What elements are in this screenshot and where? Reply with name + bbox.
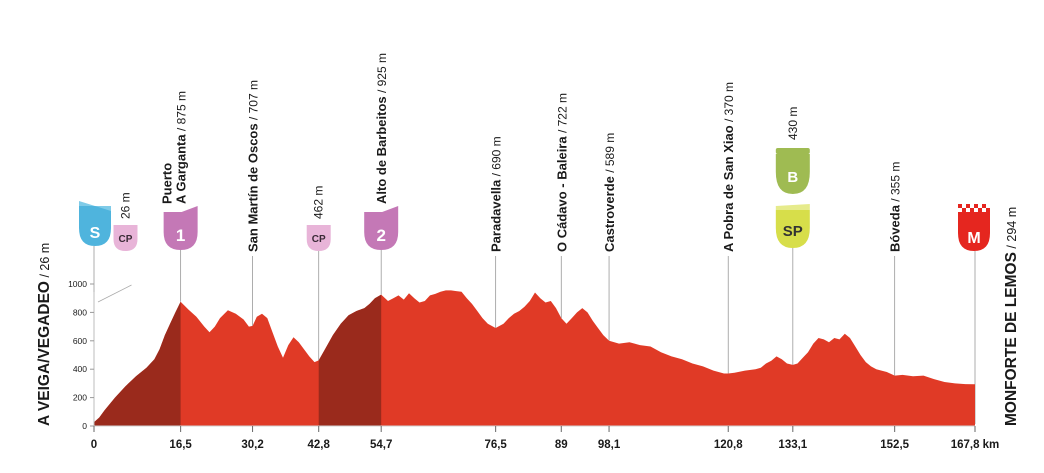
- sprint-badge: [775, 210, 810, 248]
- climb-segment-2: [318, 294, 382, 426]
- x-tick-label: 133,1: [778, 439, 807, 451]
- point-name-line1: Puerto: [160, 163, 175, 204]
- point-altitude: / 707 m: [247, 80, 261, 123]
- x-tick-label: 0: [91, 439, 97, 451]
- cp-badge: [306, 225, 331, 251]
- finish-flag-check: [982, 204, 986, 208]
- point-name: Paradavella: [489, 179, 504, 252]
- y-tick-label: 800: [73, 307, 87, 317]
- cp-badge: [113, 225, 138, 251]
- point-name: Bóveda: [888, 204, 903, 252]
- point-altitude: 430 m: [786, 107, 800, 140]
- cp-badge-label: CP: [119, 234, 133, 245]
- point-name-label: A Garganta / 875 m: [174, 91, 189, 204]
- x-tick-label: 16,5: [169, 439, 192, 451]
- finish-flag-check: [966, 204, 970, 208]
- finish-flag-check: [958, 204, 962, 208]
- point-name-label: Bóveda / 355 m: [888, 162, 903, 252]
- point-altitude: / 370 m: [722, 82, 736, 125]
- finish-flag-check: [962, 208, 966, 212]
- axes: 0 200 400 600 800 1000 0 16,5 30,2 42,8 54,7 76,5 89…: [68, 279, 999, 451]
- point-name: San Martín de Oscos: [246, 123, 261, 252]
- y-tick-label: 600: [73, 336, 87, 346]
- point-name-label: O Cádavo - Baleira / 722 m: [554, 93, 569, 252]
- point-altitude: 462 m: [312, 186, 326, 219]
- point-name: A Pobra de San Xiao: [721, 125, 736, 252]
- point-name-label: A Pobra de San Xiao / 370 m: [721, 82, 736, 252]
- start-badge: [79, 206, 111, 246]
- x-tick-label: 30,2: [241, 439, 263, 451]
- finish-badge: [958, 212, 990, 251]
- y-tick-label: 1000: [68, 279, 87, 289]
- profile-area-fill: [94, 290, 975, 426]
- point-name-label: Alto de Barbeitos / 925 m: [374, 53, 389, 204]
- x-tick-label: 54,7: [370, 439, 392, 451]
- climb-badge: [163, 212, 198, 250]
- x-tick-label: 120,8: [714, 439, 743, 451]
- start-name: A VEIGA/VEGADEO: [36, 281, 53, 426]
- finish-name: MONFORTE DE LEMOS: [1003, 252, 1020, 426]
- finish-flag-check: [986, 208, 990, 212]
- x-tick-label: 152,5: [880, 439, 909, 451]
- bonus-badge-top: [775, 148, 810, 154]
- point-altitude: / 925 m: [375, 53, 389, 96]
- guide-lines: [93, 246, 976, 424]
- point-altitude: / 690 m: [490, 136, 504, 179]
- start-altitude: / 26 m: [38, 243, 52, 281]
- x-tick-label: 98,1: [598, 439, 621, 451]
- climb-segment-1: [94, 301, 181, 426]
- x-tick-label: 89: [555, 439, 568, 451]
- bonus-badge: [775, 154, 810, 194]
- climb-badge: [364, 212, 399, 250]
- sprint-badge-flag: [775, 204, 810, 210]
- climb-badge-flag: [181, 206, 198, 212]
- start-badge-label: S: [90, 225, 101, 242]
- finish-badge-label: M: [967, 230, 980, 247]
- point-name: Castroverde: [602, 176, 617, 252]
- start-flag: [79, 201, 111, 211]
- y-tick-label: 0: [82, 421, 87, 431]
- point-altitude: / 589 m: [603, 133, 617, 176]
- sprint-badge-label: SP: [783, 223, 803, 240]
- y-tick-label: 200: [73, 393, 87, 403]
- point-altitude: 26 m: [119, 192, 133, 219]
- badges: S M CP 1 CP 2 B SP: [79, 148, 990, 251]
- point-name-label: San Martín de Oscos / 707 m: [246, 80, 261, 252]
- point-altitude: / 722 m: [555, 93, 569, 136]
- climb-badge-flag: [382, 206, 399, 212]
- location-labels: A VEIGA/VEGADEO / 26 m MONFORTE DE LEMOS …: [36, 53, 1020, 426]
- point-altitude: / 875 m: [175, 91, 189, 134]
- finish-flag-check: [978, 208, 982, 212]
- finish-altitude: / 294 m: [1005, 207, 1019, 252]
- finish-flag-check: [970, 208, 974, 212]
- point-name-label: Castroverde / 589 m: [602, 133, 617, 252]
- cp-badge-label: CP: [312, 234, 326, 245]
- cp-pointer-line: [97, 284, 132, 303]
- finish-flag-check: [974, 204, 978, 208]
- bonus-badge-label: B: [787, 169, 798, 186]
- point-name: O Cádavo - Baleira: [554, 136, 569, 252]
- climb-badge-label: 2: [376, 226, 385, 245]
- y-tick-label: 400: [73, 364, 87, 374]
- point-name-line2: A Garganta: [174, 134, 189, 204]
- x-tick-label: 42,8: [308, 439, 331, 451]
- point-altitude: / 355 m: [889, 162, 903, 205]
- point-name: Alto de Barbeitos: [374, 96, 389, 204]
- finish-label: MONFORTE DE LEMOS / 294 m: [1003, 207, 1020, 426]
- climb-badge-label: 1: [176, 226, 185, 245]
- profile-area: [94, 290, 975, 426]
- point-name-label: Paradavella / 690 m: [489, 136, 504, 252]
- x-tick-label: 76,5: [484, 439, 507, 451]
- start-label: A VEIGA/VEGADEO / 26 m: [36, 243, 53, 426]
- x-tick-label: 167,8 km: [951, 439, 1000, 451]
